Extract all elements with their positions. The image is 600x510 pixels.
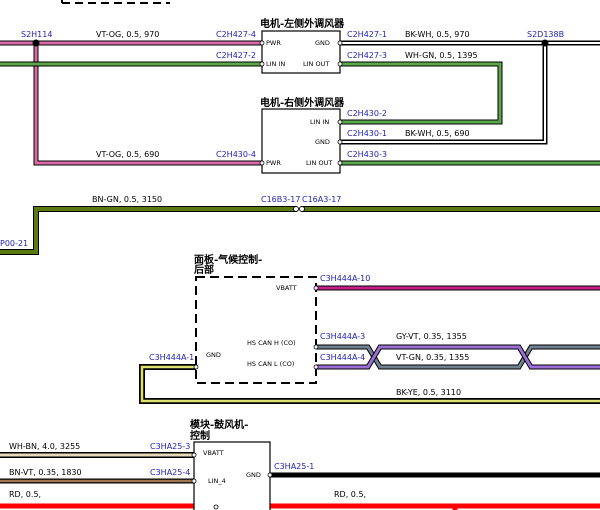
connector-label-c2h430-1: C2H430-1 (347, 129, 387, 138)
pin-gnd: GND (246, 471, 261, 479)
connector-label-c2h427-2: C2H427-2 (216, 51, 256, 60)
pin-lin-out: LIN OUT (303, 60, 329, 68)
wire-label-rd-left: RD, 0.5, (9, 490, 41, 499)
pin-gnd: GND (315, 138, 330, 146)
climate-panel-title-line1: 面板-气候控制- (194, 253, 262, 266)
splice-label-s2h114: S2H114 (21, 30, 52, 39)
pin-lin-in: LIN IN (266, 60, 285, 68)
connector-label-c2h430-2: C2H430-2 (347, 109, 387, 118)
wire-rd-power[interactable] (0, 503, 600, 510)
wire-label-rd-right: RD, 0.5, (334, 490, 366, 499)
connector-label-c2h427-3: C2H427-3 (347, 51, 387, 60)
inline-connector-c16 (293, 206, 305, 212)
left-blower-title: 电机-左侧外调风器 (260, 17, 345, 30)
pin-vbatt: VBATT (276, 284, 297, 292)
connector-label-c3ha25-3: C3HA25-3 (150, 442, 190, 451)
wire-label-wh-bn-3255: WH-BN, 4.0, 3255 (9, 442, 80, 451)
wire-label-bk-ye-3110: BK-YE, 0.5, 3110 (396, 388, 461, 397)
pin-pwr: PWR (266, 159, 281, 167)
blower-control-module[interactable]: 模块-鼓风机- 控制 VBATT LIN_4 GND (190, 418, 273, 510)
wire-wh-gn-1395[interactable] (340, 61, 503, 125)
connector-label-p00-21: P00-21 (0, 239, 28, 248)
connector-label-c3h444a-1: C3H444A-1 (149, 353, 194, 362)
connector-label-c2h430-4: C2H430-4 (216, 150, 256, 159)
cutoff-component-frame (61, 0, 170, 4)
wire-bn-gn-3150[interactable] (0, 206, 600, 255)
connector-label-c3h444a-10: C3H444A-10 (320, 274, 370, 283)
wire-label-bn-gn-3150: BN-GN, 0.5, 3150 (92, 195, 162, 204)
connector-label-c3ha25-4: C3HA25-4 (150, 468, 190, 477)
connector-label-c3h444a-4: C3H444A-4 (320, 353, 365, 362)
connector-label-c2h430-3: C2H430-3 (347, 150, 387, 159)
connector-label-c16b3-17: C16B3-17 (261, 195, 300, 204)
wire-label-vt-og-970: VT-OG, 0.5, 970 (96, 30, 159, 39)
climate-panel-title-line2: 后部 (194, 263, 214, 276)
pin-vbatt: VBATT (203, 449, 224, 457)
splice-s2h114-node (32, 39, 40, 47)
connector-label-c3h444a-3: C3H444A-3 (320, 332, 365, 341)
left-blower-motor[interactable]: 电机-左侧外调风器 PWR GND LIN IN LIN OUT (259, 17, 345, 74)
splice-label-s2d138b: S2D138B (527, 30, 564, 39)
wire-label-wh-gn-1395: WH-GN, 0.5, 1395 (405, 51, 478, 60)
connector-label-c2h427-4: C2H427-4 (216, 30, 256, 39)
wire-label-bn-vt-1830: BN-VT, 0.35, 1830 (9, 468, 82, 477)
pin-hs-can-l: HS CAN L (CO) (247, 360, 294, 368)
pin-lin-out: LIN OUT (306, 159, 332, 167)
splice-s2d138b-node (541, 39, 549, 47)
right-blower-title: 电机-右侧外调风器 (260, 96, 345, 109)
wire-can-vt-gn[interactable] (316, 344, 600, 370)
wire-label-vt-og-690: VT-OG, 0.5, 690 (96, 150, 159, 159)
blower-module-title-line2: 控制 (190, 429, 210, 442)
connector-label-c16a3-17: C16A3-17 (302, 195, 341, 204)
wire-label-gy-vt-1355: GY-VT, 0.35, 1355 (396, 332, 467, 341)
pin-pwr: PWR (266, 39, 281, 47)
wire-bk-ye-3110[interactable] (139, 364, 600, 404)
pin-lin-in: LIN IN (310, 118, 329, 126)
wire-label-bk-wh-690: BK-WH, 0.5, 690 (405, 129, 470, 138)
pin-gnd: GND (206, 351, 221, 359)
pin-hs-can-h: HS CAN H (CO) (247, 339, 296, 347)
wire-label-vt-gn-1355: VT-GN, 0.35, 1355 (396, 353, 469, 362)
pin-lin-4: LIN_4 (208, 477, 226, 485)
pin-gnd: GND (315, 39, 330, 47)
connector-label-c2h427-1: C2H427-1 (347, 30, 387, 39)
wire-bk-wh-690[interactable] (340, 43, 548, 145)
wire-vt-og-690[interactable] (33, 43, 262, 166)
right-blower-motor[interactable]: 电机-右侧外调风器 LIN IN GND PWR LIN OUT (259, 96, 345, 174)
wire-label-bk-wh-970: BK-WH, 0.5, 970 (405, 30, 470, 39)
wire-can-gy-vt[interactable] (316, 344, 600, 370)
connector-label-c3ha25-1: C3HA25-1 (274, 462, 314, 471)
climate-control-panel[interactable]: 面板-气候控制- 后部 VBATT GND HS CAN H (CO) HS C… (193, 253, 319, 384)
blower-module-title-line1: 模块-鼓风机- (190, 418, 248, 431)
